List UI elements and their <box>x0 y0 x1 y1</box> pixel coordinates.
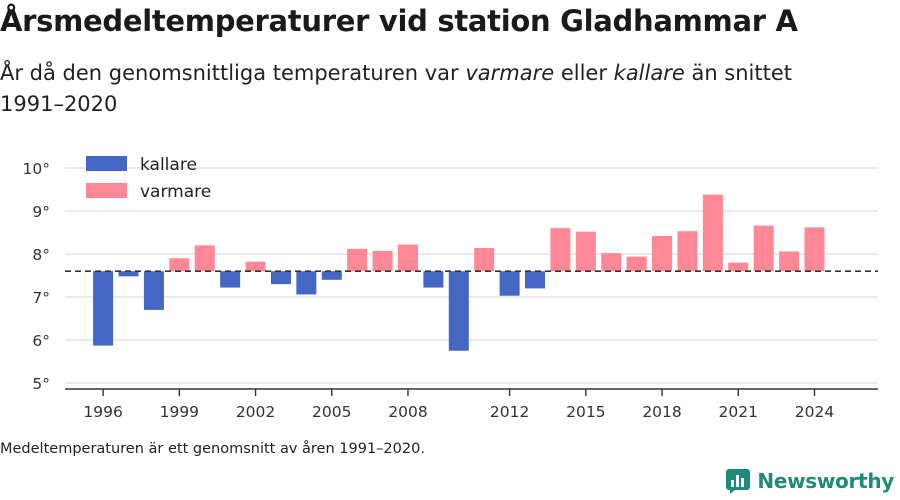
subtitle-text-3: än snittet 1991–2020 <box>0 61 793 116</box>
y-tick-label: 5° <box>32 375 50 393</box>
bar-2001 <box>220 271 241 288</box>
subtitle-warm-word: varmare <box>465 61 555 85</box>
bar-2000 <box>194 245 215 272</box>
bar-2024 <box>804 227 825 272</box>
bar-2010 <box>448 271 469 351</box>
brand-logo: Newsworthy <box>725 468 894 494</box>
bar-1997 <box>118 271 139 277</box>
bar-1996 <box>93 271 114 346</box>
bar-2022 <box>753 225 774 272</box>
legend-label-kallare: kallare <box>140 155 197 175</box>
bar-2003 <box>270 271 291 285</box>
x-tick-label: 2002 <box>236 403 275 421</box>
bar-2014 <box>550 228 571 272</box>
bar-2009 <box>423 271 444 288</box>
bar-1998 <box>143 271 164 310</box>
y-tick-label: 6° <box>32 332 50 350</box>
bar-2016 <box>601 253 622 272</box>
bar-2015 <box>575 231 596 272</box>
footnote: Medeltemperaturen är ett genomsnitt av å… <box>0 441 425 457</box>
x-tick-label: 2024 <box>795 403 834 421</box>
subtitle-text-2: eller <box>554 61 614 85</box>
bar-2018 <box>652 235 673 272</box>
bar-2006 <box>347 248 368 272</box>
x-tick-label: 2012 <box>490 403 529 421</box>
y-tick-label: 10° <box>23 160 50 178</box>
bar-1999 <box>169 258 190 272</box>
bar-2011 <box>474 247 495 272</box>
subtitle-cold-word: kallare <box>613 61 685 85</box>
y-tick-label: 9° <box>32 203 50 221</box>
legend-swatch-kallare <box>86 156 127 171</box>
bar-2005 <box>321 271 342 280</box>
bar-2002 <box>245 261 266 272</box>
bars <box>93 194 825 351</box>
bar-2023 <box>779 251 800 272</box>
x-tick-label: 2015 <box>566 403 605 421</box>
brand-name: Newsworthy <box>757 469 894 493</box>
bar-2007 <box>372 250 393 272</box>
legend: kallare varmare <box>86 155 211 202</box>
subtitle-text-1: År då den genomsnittliga temperaturen va… <box>0 61 466 85</box>
bar-chart: 5° 6° 7° 8° 9° 10° 1996 1999 2002 2005 2008 2012 20… <box>23 155 878 421</box>
newsworthy-logo-icon <box>726 469 751 494</box>
bar-2021 <box>728 262 749 272</box>
x-tick-label: 1999 <box>160 403 199 421</box>
x-tick-label: 2018 <box>642 403 681 421</box>
y-axis: 5° 6° 7° 8° 9° 10° <box>23 160 50 393</box>
bar-2017 <box>626 256 647 272</box>
bar-2019 <box>677 231 698 272</box>
bar-2008 <box>397 244 418 272</box>
x-tick-label: 2005 <box>312 403 351 421</box>
x-tick-label: 2008 <box>388 403 427 421</box>
y-tick-label: 7° <box>32 289 50 307</box>
y-tick-label: 8° <box>32 246 50 264</box>
chart-title: Årsmedeltemperaturer vid station Gladham… <box>0 4 798 38</box>
bar-2012 <box>499 271 520 296</box>
chart-subtitle: År då den genomsnittliga temperaturen va… <box>0 58 840 120</box>
x-tick-label: 1996 <box>83 403 122 421</box>
legend-label-varmare: varmare <box>140 182 211 202</box>
bar-2004 <box>296 271 317 295</box>
bar-2020 <box>702 194 723 272</box>
legend-swatch-varmare <box>86 183 127 198</box>
x-axis: 1996 1999 2002 2005 2008 2012 2015 2018 2021 2024 <box>83 389 834 421</box>
x-tick-label: 2021 <box>719 403 758 421</box>
bar-2013 <box>525 271 546 289</box>
